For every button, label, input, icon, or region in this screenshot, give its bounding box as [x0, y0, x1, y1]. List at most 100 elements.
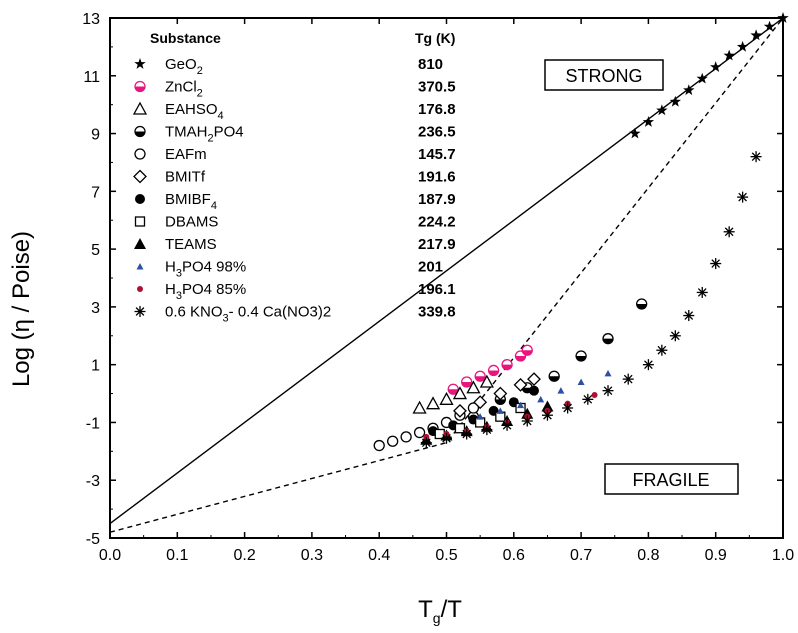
y-tick-label: 11: [83, 69, 100, 86]
data-point: [501, 359, 513, 371]
data-point: [387, 435, 399, 447]
y-tick-label: -5: [86, 531, 100, 548]
data-point: [696, 72, 708, 84]
data-point: [622, 373, 634, 385]
x-tick-label: 0.1: [166, 547, 188, 564]
data-point: [642, 359, 654, 371]
data-point: [736, 40, 749, 52]
legend-marker: [134, 58, 146, 69]
legend-label-sub: 2: [197, 65, 203, 77]
legend-label-base: BMIBF: [165, 191, 211, 208]
data-point: [750, 29, 762, 41]
data-point: [602, 385, 614, 397]
legend-tg-value: 224.2: [418, 214, 456, 231]
data-point: [521, 407, 534, 419]
x-tick-label: 0.7: [570, 547, 592, 564]
legend-label-base: GeO: [165, 56, 197, 73]
legend-label-sub: 2: [208, 133, 214, 145]
legend-label-base: H: [165, 259, 176, 276]
data-point: [441, 432, 452, 444]
data-point: [656, 344, 668, 356]
legend-entry: TEAMS 217.9: [134, 236, 456, 253]
data-point: [517, 401, 525, 409]
data-point: [591, 392, 598, 398]
data-point: [602, 333, 614, 345]
legend-tg-value: 236.5: [418, 124, 456, 141]
legend-entry: BMIBF4 187.9: [135, 191, 456, 212]
legend-entry: ZnCl2 370.5: [134, 79, 456, 100]
data-point: [723, 226, 735, 238]
series-9: [476, 369, 612, 420]
data-point: [420, 437, 432, 449]
x-tick-label: 0.8: [637, 547, 659, 564]
legend-header-substance: Substance: [150, 30, 221, 46]
legend-label-base: 0.6 KNO: [165, 304, 223, 321]
x-tick-label: 0.4: [368, 547, 390, 564]
legend-label: BMITf: [165, 169, 206, 186]
legend-entry: EAFm 145.7: [134, 146, 456, 163]
data-point: [541, 409, 553, 421]
data-point: [454, 423, 466, 434]
legend-marker: [134, 306, 146, 317]
axis-ticks: 0.0 0.1 0.2 0.3 0.4 0.5 0.6 0.7 0.8 0.9 1.0 -5 -3 -1 1…: [82, 11, 794, 564]
data-point: [513, 377, 528, 392]
legend-marker: [134, 80, 146, 93]
legend-entry: 0.6 KNO3- 0.4 Ca(NO3)2 339.8: [134, 304, 456, 325]
legend-label-base: EAFm: [165, 146, 207, 163]
data-point: [537, 395, 545, 403]
data-point: [481, 424, 493, 436]
legend-entry: TMAH2PO4 236.5: [134, 124, 456, 145]
data-point: [452, 386, 468, 400]
series-3: [467, 298, 648, 423]
data-point: [400, 431, 412, 443]
y-tick-label: 5: [91, 242, 100, 259]
legend-label-sub: 4: [218, 110, 224, 122]
legend-label-sub: 3: [223, 313, 229, 325]
data-point: [473, 395, 488, 410]
series-1: [447, 344, 533, 395]
legend-label: 0.6 KNO3- 0.4 Ca(NO3)2: [165, 304, 331, 325]
data-point: [548, 370, 560, 382]
legend-entry: DBAMS 224.2: [134, 214, 456, 231]
data-point: [562, 402, 574, 414]
y-tick-label: 7: [91, 184, 100, 201]
legend-tg-value: 201: [418, 259, 443, 276]
data-point: [423, 433, 430, 440]
data-point: [467, 402, 480, 414]
data-point: [474, 370, 486, 382]
x-tick-label: 0.9: [705, 547, 727, 564]
data-point: [487, 364, 500, 377]
data-point: [501, 419, 513, 431]
legend-label-base: DBAMS: [165, 214, 218, 231]
data-point: [577, 378, 585, 385]
x-tick-label: 0.0: [99, 547, 121, 564]
legend-tg-value: 217.9: [418, 236, 456, 253]
legend-marker: [137, 286, 143, 292]
data-point: [521, 415, 533, 427]
legend-label: TMAH2PO4: [165, 124, 244, 145]
legend-label-tail: - 0.4 Ca(NO3)2: [229, 304, 332, 321]
data-point: [479, 374, 494, 388]
x-tick-label: 0.3: [301, 547, 323, 564]
data-point: [763, 20, 776, 32]
legend-label: DBAMS: [165, 214, 218, 231]
y-tick-label: 13: [82, 11, 100, 28]
legend-entry: BMITf 191.6: [133, 169, 456, 186]
legend-entry: EAHSO4 176.8: [132, 101, 456, 122]
data-point: [496, 407, 504, 414]
legend-label: H3PO4 98%: [165, 259, 246, 280]
data-point: [737, 191, 749, 203]
data-point: [412, 400, 427, 414]
legend-label: GeO2: [165, 56, 203, 77]
x-tick-label: 0.6: [503, 547, 525, 564]
legend-label-tail: PO4 85%: [182, 281, 246, 298]
data-point: [683, 310, 695, 322]
data-point: [582, 393, 594, 405]
data-point: [723, 49, 735, 61]
data-point: [604, 369, 612, 377]
legend-label-tail: PO4: [214, 124, 244, 141]
legend-entry: H3PO4 85% 196.1: [137, 281, 456, 302]
data-point: [528, 385, 539, 396]
legend-marker: [134, 216, 146, 227]
legend-marker: [134, 148, 146, 160]
